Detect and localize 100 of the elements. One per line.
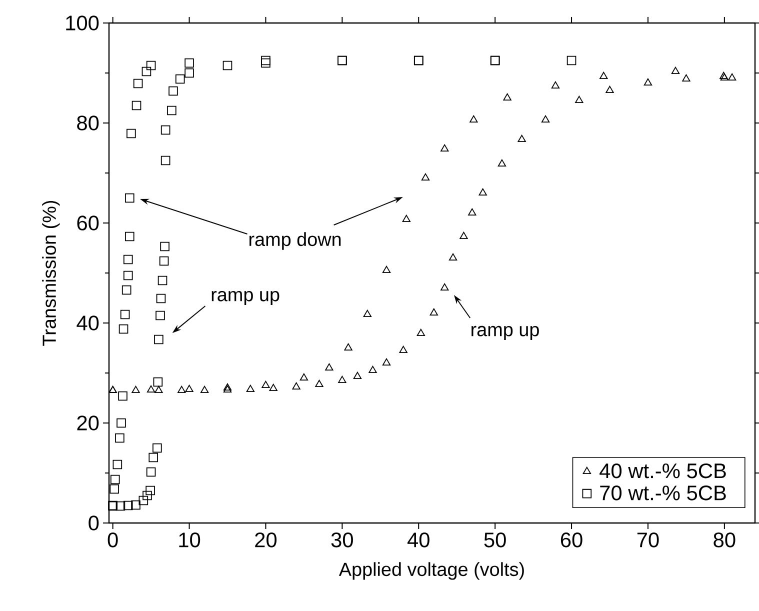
point — [363, 310, 372, 318]
point — [148, 452, 158, 462]
point — [118, 391, 128, 401]
point — [160, 156, 170, 166]
point — [184, 58, 194, 68]
point — [344, 343, 352, 351]
point — [440, 144, 449, 152]
point — [184, 68, 194, 78]
point — [123, 270, 133, 280]
point — [600, 72, 608, 80]
point — [146, 60, 156, 70]
point — [178, 386, 186, 394]
point — [132, 386, 140, 394]
point — [200, 386, 209, 394]
point — [261, 56, 270, 66]
point — [223, 385, 232, 393]
point — [478, 188, 487, 196]
point — [416, 328, 426, 336]
point — [300, 373, 308, 381]
point — [440, 283, 449, 291]
point — [671, 66, 680, 74]
x-tick-label: 10 — [179, 532, 200, 548]
point — [123, 500, 133, 510]
point — [124, 193, 134, 203]
point — [167, 106, 176, 116]
point — [644, 78, 652, 86]
point — [110, 474, 120, 484]
x-tick-label: 70 — [637, 532, 659, 548]
point — [146, 467, 156, 477]
annotation: ramp up — [212, 290, 280, 306]
point — [292, 382, 300, 390]
legend-label: 70 wt.-% 5CB — [600, 486, 726, 500]
point — [368, 366, 377, 374]
point — [575, 96, 584, 104]
point — [468, 208, 476, 216]
point — [402, 214, 410, 222]
y-tick-label: 100 — [66, 16, 99, 30]
point — [160, 242, 170, 252]
point — [116, 501, 126, 511]
point — [470, 115, 478, 123]
point — [131, 500, 140, 510]
point — [518, 134, 526, 142]
point — [448, 253, 458, 261]
point — [158, 276, 168, 286]
x-tick-label: 40 — [407, 532, 430, 548]
x-tick-label: 50 — [484, 532, 506, 548]
y-tick-label: 60 — [77, 216, 99, 230]
point — [154, 334, 164, 344]
point — [606, 86, 614, 94]
x-axis-title: Applied voltage (volts) — [338, 562, 524, 580]
point — [142, 66, 152, 76]
point — [430, 308, 438, 316]
x-tick-label: 60 — [560, 532, 582, 548]
point — [156, 294, 166, 304]
point — [112, 460, 122, 470]
point — [382, 266, 391, 274]
point — [154, 386, 163, 394]
point — [133, 78, 143, 88]
y-tick-label: 0 — [88, 516, 99, 530]
y-axis-title: Transmission (%) — [42, 200, 60, 346]
annotation: ramp down — [249, 232, 341, 250]
point — [460, 232, 468, 240]
point — [503, 93, 512, 101]
point — [269, 384, 278, 392]
point — [110, 484, 119, 494]
y-tick-label: 40 — [76, 316, 99, 330]
point — [142, 490, 152, 500]
point — [353, 372, 362, 380]
point — [168, 86, 178, 96]
point — [156, 310, 165, 320]
y-tick-label: 20 — [77, 416, 99, 430]
point — [382, 358, 391, 366]
point — [498, 159, 506, 167]
point — [160, 125, 170, 135]
point — [124, 232, 134, 242]
x-tick-label: 80 — [714, 532, 736, 548]
point — [246, 384, 255, 392]
point — [123, 254, 133, 264]
point — [118, 324, 128, 334]
point — [175, 74, 185, 84]
point — [325, 363, 334, 371]
point — [185, 384, 194, 392]
point — [223, 383, 232, 391]
point — [115, 433, 124, 443]
point — [152, 443, 162, 453]
point — [116, 418, 126, 428]
point — [122, 285, 132, 295]
point — [138, 496, 148, 506]
x-tick-label: 20 — [255, 532, 277, 548]
x-tick-label: 0 — [108, 532, 118, 548]
point — [146, 486, 155, 496]
point — [222, 60, 232, 70]
legend-label: 40 wt.-% 5CB — [600, 463, 726, 478]
point — [728, 73, 736, 81]
point — [421, 173, 430, 181]
point — [682, 74, 690, 82]
point — [399, 346, 408, 354]
point — [566, 56, 576, 66]
annotation: ramp up — [472, 326, 539, 340]
point — [261, 58, 270, 68]
